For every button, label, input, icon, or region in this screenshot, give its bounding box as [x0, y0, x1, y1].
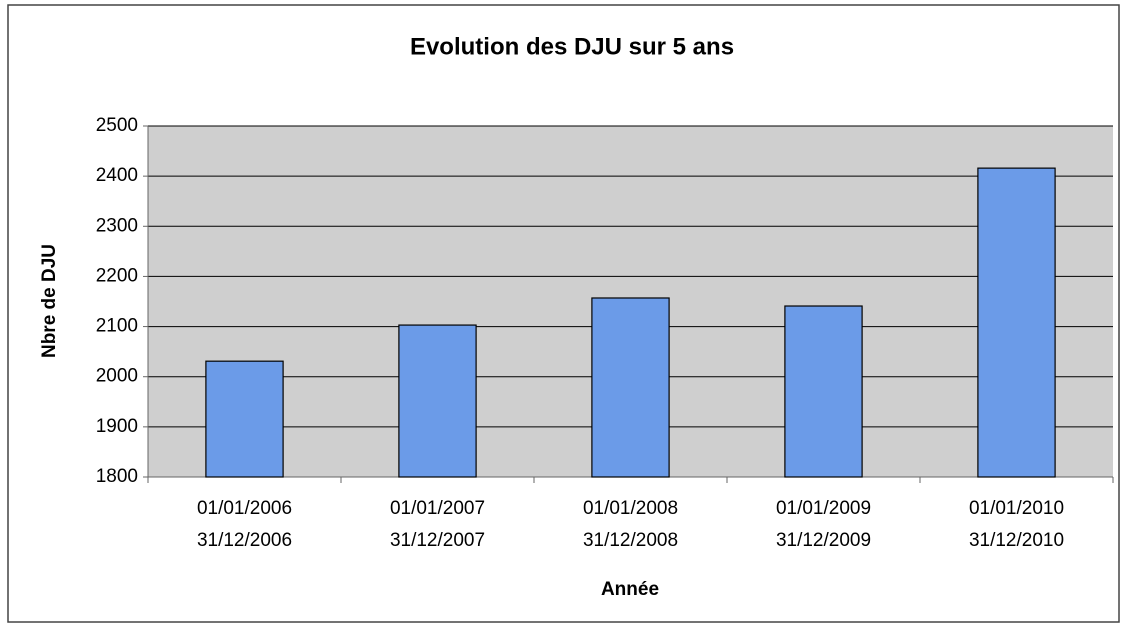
chart-title: Evolution des DJU sur 5 ans [410, 33, 734, 60]
y-tick-label: 2300 [96, 215, 138, 236]
x-axis-title: Année [601, 579, 659, 600]
y-tick-label: 2400 [96, 165, 138, 186]
y-tick-label: 1800 [96, 466, 138, 487]
x-tick-label: 01/01/2008 [583, 498, 678, 519]
x-tick-label: 31/12/2007 [390, 530, 485, 551]
x-tick-label: 01/01/2007 [390, 498, 485, 519]
x-tick-label: 31/12/2006 [197, 530, 292, 551]
y-tick-label: 1900 [96, 416, 138, 437]
y-tick-label: 2200 [96, 265, 138, 286]
y-axis-title: Nbre de DJU [39, 244, 60, 358]
x-tick-label: 31/12/2008 [583, 530, 678, 551]
x-tick-label: 01/01/2010 [969, 498, 1064, 519]
bar [977, 167, 1056, 478]
x-tick-label: 01/01/2006 [197, 498, 292, 519]
y-tick-label: 2000 [96, 366, 138, 387]
x-tick-label: 31/12/2010 [969, 530, 1064, 551]
y-tick-label: 2500 [96, 115, 138, 136]
bar [784, 305, 863, 478]
bar [205, 360, 284, 478]
bar [591, 297, 670, 478]
bar [398, 324, 477, 478]
x-tick-label: 01/01/2009 [776, 498, 871, 519]
y-tick-label: 2100 [96, 316, 138, 337]
x-tick-label: 31/12/2009 [776, 530, 871, 551]
